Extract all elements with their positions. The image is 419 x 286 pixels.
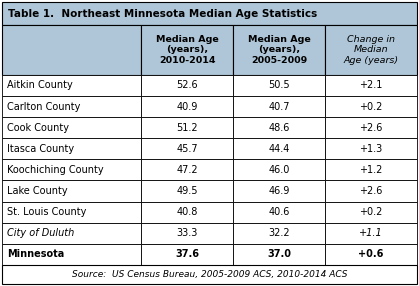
Bar — [141, 117, 233, 138]
Bar — [141, 180, 233, 202]
Bar — [141, 75, 233, 96]
Text: 49.5: 49.5 — [176, 186, 198, 196]
Text: 32.2: 32.2 — [269, 228, 290, 238]
Bar — [233, 75, 325, 96]
Bar — [141, 138, 233, 159]
Text: 40.7: 40.7 — [269, 102, 290, 112]
Text: 46.9: 46.9 — [269, 186, 290, 196]
Text: 40.9: 40.9 — [176, 102, 198, 112]
Bar — [325, 180, 417, 202]
Bar — [325, 117, 417, 138]
Text: 37.6: 37.6 — [175, 249, 199, 259]
Bar — [233, 96, 325, 117]
Bar — [325, 202, 417, 223]
Bar — [325, 223, 417, 244]
Text: 44.4: 44.4 — [269, 144, 290, 154]
Text: 50.5: 50.5 — [269, 80, 290, 90]
Bar — [325, 96, 417, 117]
Text: 33.3: 33.3 — [176, 228, 198, 238]
Bar — [325, 138, 417, 159]
Text: Change in
Median
Age (years): Change in Median Age (years) — [344, 35, 399, 65]
Text: 37.0: 37.0 — [267, 249, 291, 259]
Bar — [141, 202, 233, 223]
Text: +2.1: +2.1 — [360, 80, 383, 90]
Text: Itasca County: Itasca County — [7, 144, 74, 154]
Text: Minnesota: Minnesota — [7, 249, 64, 259]
Text: +1.2: +1.2 — [360, 165, 383, 175]
Text: 46.0: 46.0 — [269, 165, 290, 175]
Text: Median Age
(years),
2010-2014: Median Age (years), 2010-2014 — [156, 35, 218, 65]
Bar — [233, 138, 325, 159]
Text: St. Louis County: St. Louis County — [7, 207, 86, 217]
Bar — [2, 180, 141, 202]
Text: Koochiching County: Koochiching County — [7, 165, 103, 175]
Bar — [233, 180, 325, 202]
Text: 47.2: 47.2 — [176, 165, 198, 175]
Bar — [2, 2, 417, 25]
Text: Median Age
(years),
2005-2009: Median Age (years), 2005-2009 — [248, 35, 310, 65]
Text: +2.6: +2.6 — [360, 186, 383, 196]
Text: Source:  US Census Bureau, 2005-2009 ACS, 2010-2014 ACS: Source: US Census Bureau, 2005-2009 ACS,… — [72, 270, 347, 279]
Bar — [2, 75, 141, 96]
Text: Cook County: Cook County — [7, 123, 69, 133]
Bar — [325, 75, 417, 96]
Bar — [325, 159, 417, 180]
Bar — [325, 25, 417, 75]
Bar — [233, 25, 325, 75]
Text: +1.1: +1.1 — [359, 228, 383, 238]
Bar — [2, 223, 141, 244]
Bar — [141, 159, 233, 180]
Text: 52.6: 52.6 — [176, 80, 198, 90]
Text: 40.8: 40.8 — [176, 207, 198, 217]
Text: +0.2: +0.2 — [360, 102, 383, 112]
Bar — [141, 96, 233, 117]
Bar — [2, 138, 141, 159]
Text: Table 1.  Northeast Minnesota Median Age Statistics: Table 1. Northeast Minnesota Median Age … — [8, 9, 317, 19]
Bar — [141, 244, 233, 265]
Bar — [2, 244, 141, 265]
Text: +1.3: +1.3 — [360, 144, 383, 154]
Text: 48.6: 48.6 — [269, 123, 290, 133]
Bar — [233, 202, 325, 223]
Bar — [233, 159, 325, 180]
Bar — [141, 223, 233, 244]
Bar — [2, 159, 141, 180]
Bar — [2, 265, 417, 284]
Text: 40.6: 40.6 — [269, 207, 290, 217]
Text: 45.7: 45.7 — [176, 144, 198, 154]
Text: Aitkin County: Aitkin County — [7, 80, 73, 90]
Text: +0.6: +0.6 — [359, 249, 384, 259]
Text: City of Duluth: City of Duluth — [7, 228, 74, 238]
Bar — [233, 117, 325, 138]
Bar — [141, 25, 233, 75]
Bar — [2, 96, 141, 117]
Bar — [325, 244, 417, 265]
Text: +0.2: +0.2 — [360, 207, 383, 217]
Text: Carlton County: Carlton County — [7, 102, 80, 112]
Text: Lake County: Lake County — [7, 186, 67, 196]
Text: +2.6: +2.6 — [360, 123, 383, 133]
Bar — [2, 202, 141, 223]
Bar — [233, 244, 325, 265]
Text: 51.2: 51.2 — [176, 123, 198, 133]
Bar — [233, 223, 325, 244]
Bar — [2, 117, 141, 138]
Bar — [2, 25, 141, 75]
